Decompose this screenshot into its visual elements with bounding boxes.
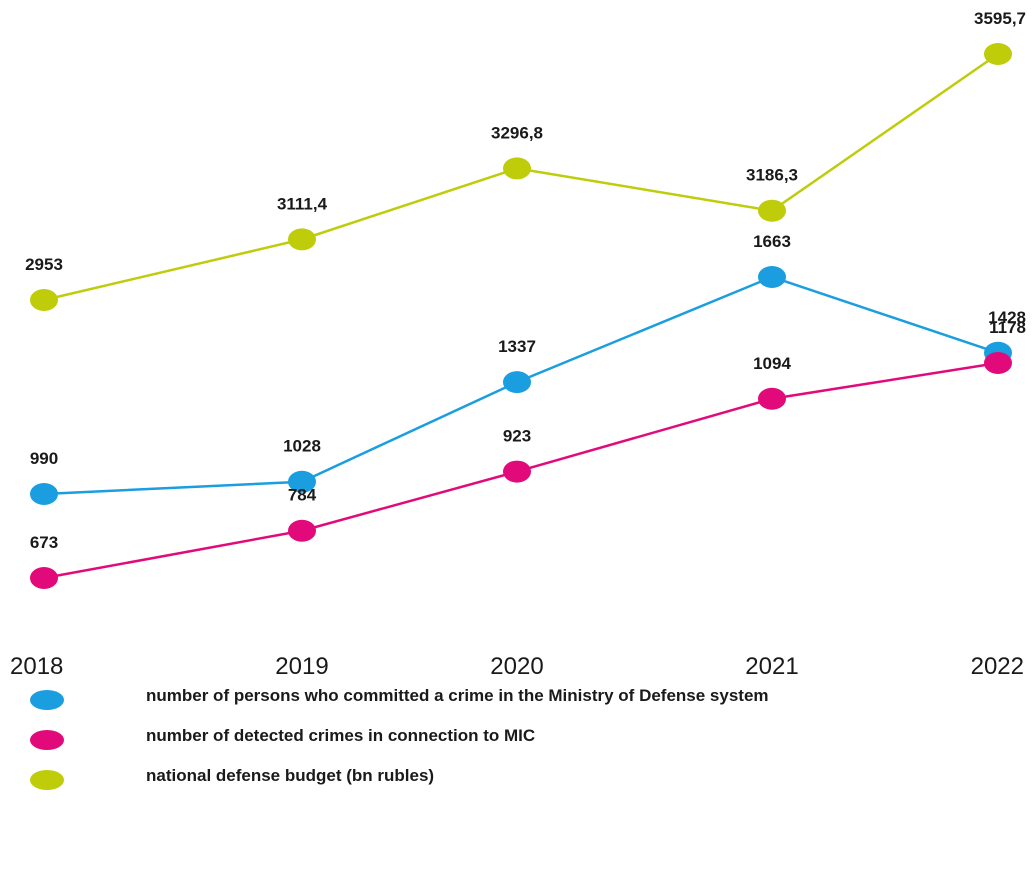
legend-item-budget: national defense budget (bn rubles) (30, 764, 1010, 804)
data-point-budget-2021 (758, 199, 786, 222)
data-label-crimes-2020: 923 (503, 427, 531, 446)
legend: number of persons who committed a crime … (30, 684, 1010, 804)
data-label-crimes-2019: 784 (288, 486, 317, 505)
x-tick-label-2019: 2019 (275, 653, 328, 680)
data-label-budget-2021: 3186,3 (746, 166, 798, 185)
data-label-persons-2022: 1428 (988, 308, 1026, 327)
data-point-budget-2022 (984, 43, 1012, 65)
x-tick-label-2020: 2020 (490, 653, 543, 680)
data-point-crimes-2022 (984, 352, 1012, 374)
legend-swatch-crimes (30, 730, 64, 750)
legend-swatch-budget (30, 770, 64, 790)
legend-item-persons: number of persons who committed a crime … (30, 684, 1010, 724)
data-point-budget-2018 (30, 289, 58, 311)
x-tick-label-2018: 2018 (10, 653, 63, 680)
legend-item-crimes: number of detected crimes in connection … (30, 724, 1010, 764)
data-label-persons-2019: 1028 (283, 437, 321, 456)
data-label-budget-2019: 3111,4 (277, 194, 328, 213)
x-tick-label-2022: 2022 (971, 653, 1024, 680)
data-point-persons-2020 (503, 371, 531, 394)
data-label-persons-2020: 1337 (498, 337, 536, 356)
legend-label-budget: national defense budget (bn rubles) (146, 766, 435, 785)
data-point-budget-2019 (288, 228, 316, 251)
data-point-crimes-2020 (503, 460, 531, 483)
data-point-crimes-2019 (288, 519, 316, 542)
data-point-crimes-2021 (758, 387, 786, 410)
legend-swatch-persons (30, 690, 64, 710)
data-point-persons-2018 (30, 483, 58, 505)
data-point-crimes-2018 (30, 567, 58, 589)
data-label-budget-2018: 2953 (25, 255, 63, 274)
data-label-budget-2022: 3595,7 (974, 9, 1026, 28)
data-point-budget-2020 (503, 157, 531, 180)
legend-label-crimes: number of detected crimes in connection … (146, 726, 536, 745)
data-label-budget-2020: 3296,8 (491, 123, 543, 142)
x-tick-label-2021: 2021 (745, 653, 798, 680)
data-label-crimes-2018: 673 (30, 533, 58, 552)
data-label-persons-2018: 990 (30, 449, 58, 468)
data-label-persons-2021: 1663 (753, 232, 791, 251)
data-point-persons-2021 (758, 266, 786, 288)
data-label-crimes-2021: 1094 (753, 354, 791, 373)
line-chart: 2953 3111,4 3296,8 3186,3 3595,7 990 1028 1337 1… (10, 9, 1026, 680)
data-point-persons-2019 (288, 470, 316, 493)
data-label-crimes-2022: 1178 (989, 318, 1026, 337)
legend-label-persons: number of persons who committed a crime … (146, 686, 769, 705)
